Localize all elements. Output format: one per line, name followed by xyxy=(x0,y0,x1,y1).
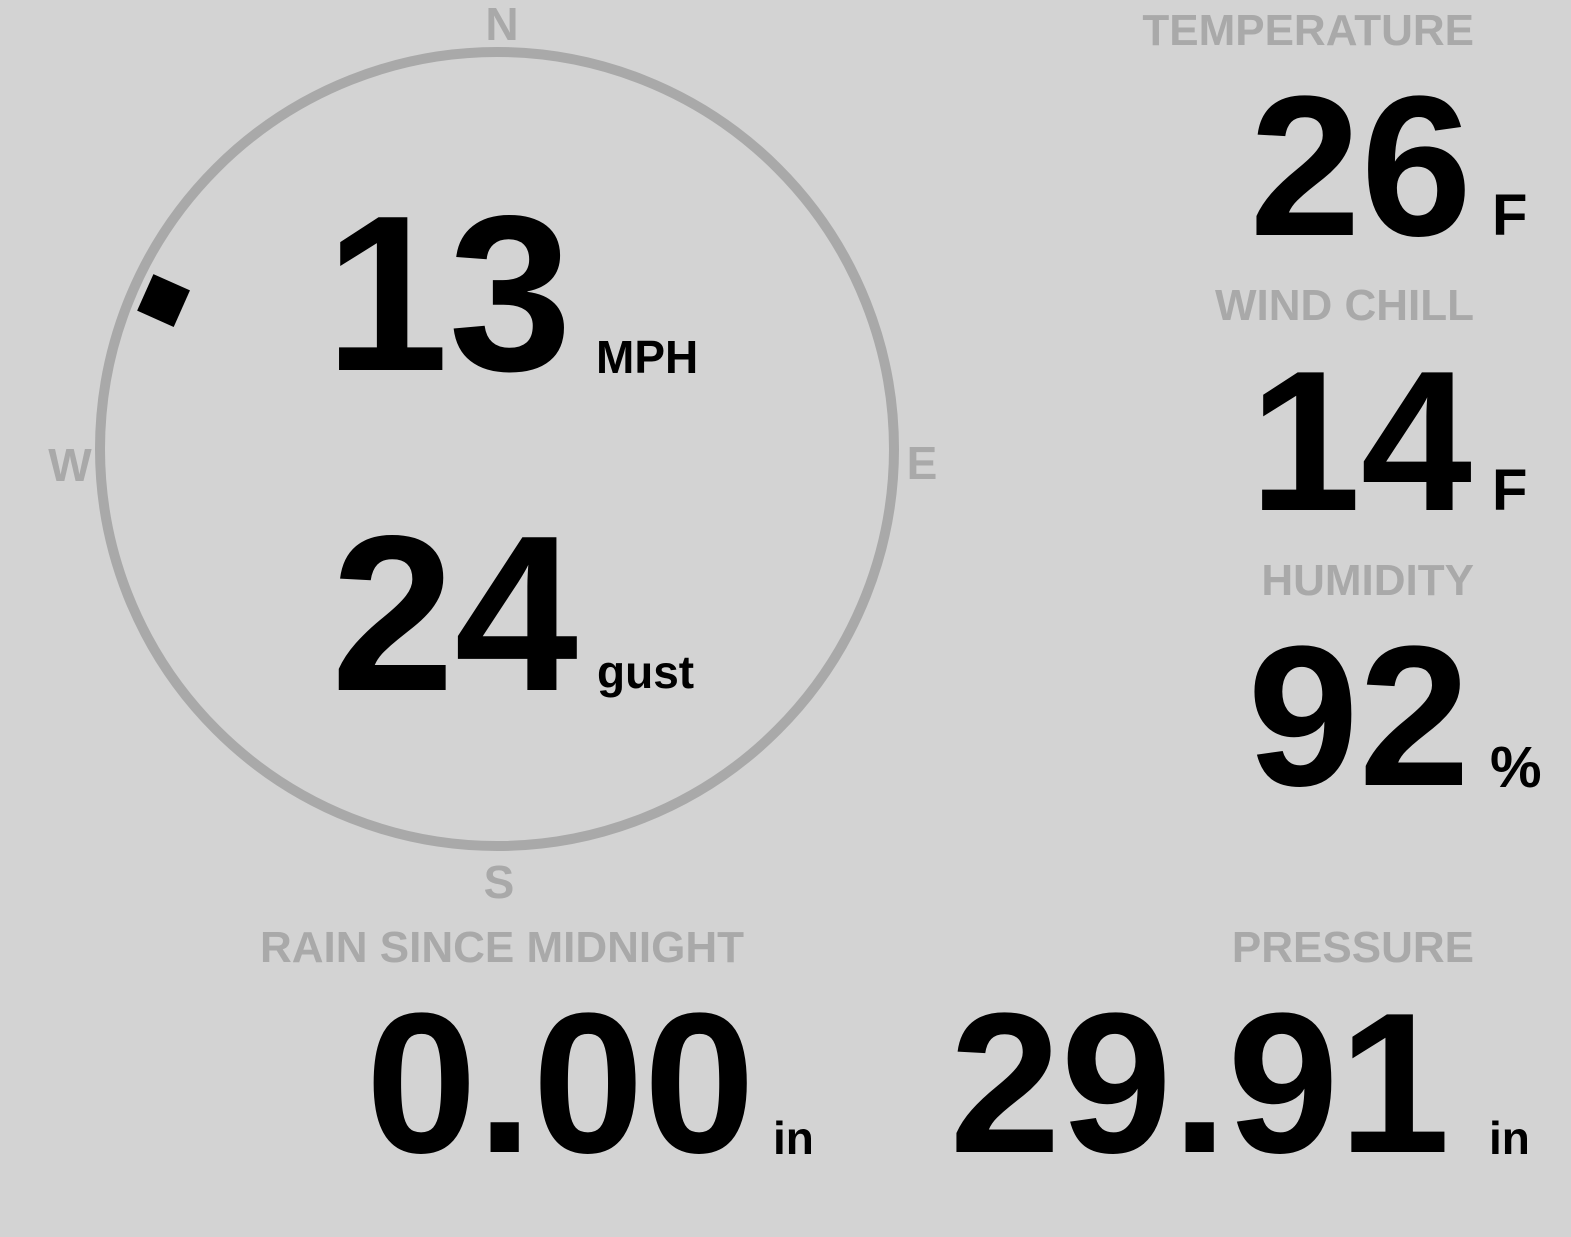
wind-speed-value: 13 xyxy=(325,170,572,418)
rain-unit: in xyxy=(773,1112,814,1164)
humidity-unit: % xyxy=(1490,735,1542,800)
pressure-label: PRESSURE xyxy=(1232,923,1474,972)
wind-speed-unit: MPH xyxy=(596,331,698,383)
wind-direction-marker xyxy=(137,274,190,327)
compass-ring xyxy=(95,47,899,851)
wind-gust-unit: gust xyxy=(597,646,694,698)
compass-south-label: S xyxy=(484,856,515,908)
temperature-label: TEMPERATURE xyxy=(1142,6,1474,55)
wind-gust-value: 24 xyxy=(331,490,578,738)
humidity-value: 92 xyxy=(1248,605,1470,828)
temperature-value: 26 xyxy=(1250,55,1472,278)
pressure-value: 29.91 xyxy=(950,972,1451,1195)
humidity-label: HUMIDITY xyxy=(1261,556,1474,605)
temperature-unit: F xyxy=(1492,183,1527,248)
wind-chill-unit: F xyxy=(1492,458,1527,523)
rain-value: 0.00 xyxy=(366,972,755,1195)
pressure-unit: in xyxy=(1489,1112,1530,1164)
rain-label: RAIN SINCE MIDNIGHT xyxy=(260,923,744,972)
wind-chill-label: WIND CHILL xyxy=(1215,281,1474,330)
compass-west-label: W xyxy=(48,439,92,491)
wind-compass: N S W E xyxy=(48,0,937,908)
compass-east-label: E xyxy=(907,437,938,489)
wind-chill-value: 14 xyxy=(1250,330,1472,553)
compass-north-label: N xyxy=(485,0,518,50)
